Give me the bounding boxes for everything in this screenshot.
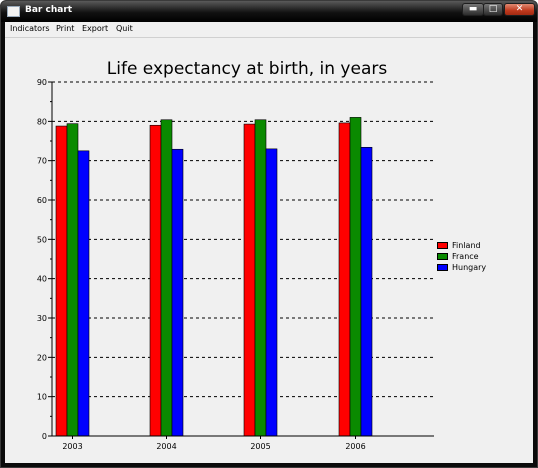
bar-finland-2004	[149, 124, 162, 437]
bar-finland-2006	[338, 122, 351, 437]
minimize-icon: ▬	[468, 4, 478, 14]
bar-hungary-2005	[265, 148, 278, 437]
menu-export[interactable]: Export	[82, 24, 109, 33]
x-tick-label: 2005	[250, 442, 270, 451]
bar-hungary-2003	[77, 150, 90, 437]
bar-chart: Life expectancy at birth, in years 0 10 20 3…	[37, 59, 434, 451]
bar-france-2006	[349, 117, 362, 437]
maximize-icon: □	[488, 4, 498, 14]
legend-label: Finland	[452, 241, 481, 250]
y-tick-label: 0	[42, 432, 47, 441]
y-tick-label: 90	[37, 78, 47, 87]
bar-hungary-2006	[360, 146, 373, 437]
minimize-button[interactable]: ▬	[462, 3, 484, 16]
legend-swatch	[437, 242, 448, 249]
y-tick-label: 70	[37, 157, 47, 166]
y-tick-label: 50	[37, 235, 47, 244]
legend-swatch	[437, 264, 448, 271]
y-tick-label: 60	[37, 196, 47, 205]
bar-france-2004	[160, 119, 173, 437]
y-tick-label: 80	[37, 117, 47, 126]
chart-title: Life expectancy at birth, in years	[107, 59, 388, 79]
maximize-button[interactable]: □	[483, 3, 503, 16]
x-tick-label: 2004	[156, 442, 176, 451]
chart-area: Life expectancy at birth, in years 0 10 20 3…	[5, 38, 533, 463]
legend-swatch	[437, 253, 448, 260]
y-tick-label: 20	[37, 353, 47, 362]
window-title: Bar chart	[25, 5, 73, 15]
menu-bar: Indicators Print Export Quit	[5, 22, 533, 38]
close-icon: ✕	[515, 4, 524, 14]
menu-indicators[interactable]: Indicators	[10, 24, 50, 33]
bar-finland-2005	[243, 123, 256, 437]
bar-hungary-2004	[171, 148, 184, 437]
bar-france-2005	[254, 119, 267, 437]
bar-finland-2003	[55, 125, 68, 437]
menu-quit[interactable]: Quit	[116, 24, 133, 33]
title-bar[interactable]: Bar chart ▬ □ ✕	[1, 1, 537, 22]
legend-label: France	[452, 252, 479, 261]
y-tick-label: 30	[37, 314, 47, 323]
menu-print[interactable]: Print	[56, 24, 75, 33]
y-tick-label: 40	[37, 275, 47, 284]
x-tick-label: 2006	[345, 442, 365, 451]
close-button[interactable]: ✕	[504, 3, 535, 16]
window-icon	[7, 6, 20, 17]
legend-label: Hungary	[452, 263, 487, 272]
y-tick-label: 10	[37, 393, 47, 402]
x-tick-label: 2003	[62, 442, 82, 451]
bar-france-2003	[66, 123, 79, 437]
